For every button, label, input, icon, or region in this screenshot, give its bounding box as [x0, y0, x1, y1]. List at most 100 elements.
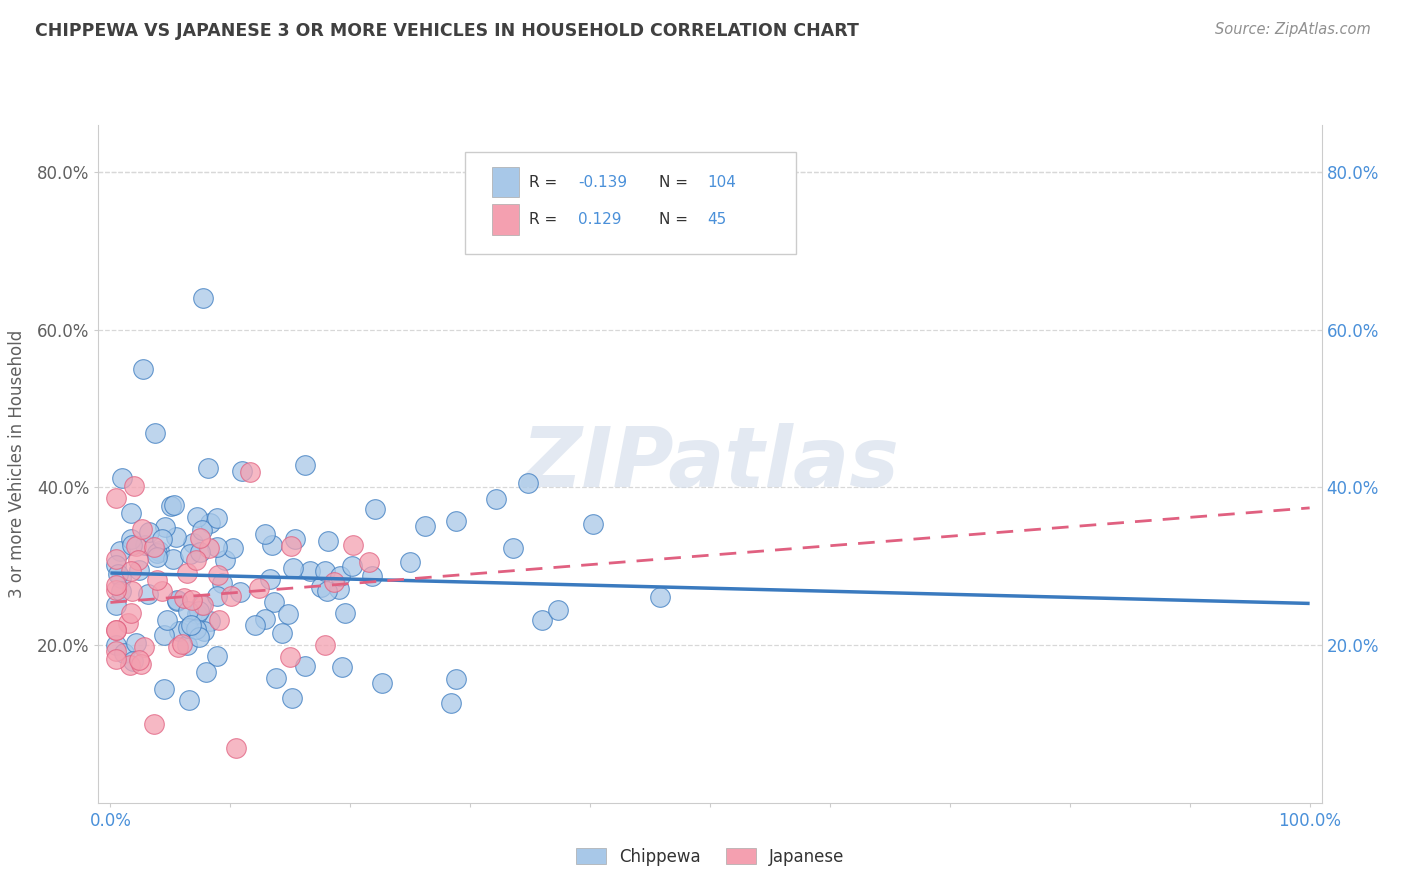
Point [277, 607, 299, 621]
Point [105, 623, 128, 637]
Point [160, 500, 183, 514]
Point [205, 649, 228, 664]
Text: ZIPatlas: ZIPatlas [522, 424, 898, 504]
Point [146, 550, 169, 565]
Point [280, 539, 302, 553]
Point [198, 516, 221, 531]
Point [152, 628, 174, 642]
Point [530, 613, 553, 627]
Point [110, 583, 132, 598]
Point [332, 660, 354, 674]
Point [446, 672, 468, 686]
Point [314, 564, 336, 578]
Point [131, 522, 153, 536]
Point [162, 551, 184, 566]
Point [314, 639, 336, 653]
Point [138, 524, 160, 539]
Point [191, 523, 214, 537]
Point [142, 717, 165, 731]
Point [105, 623, 128, 637]
Point [112, 646, 135, 660]
Point [179, 693, 201, 707]
Point [176, 622, 198, 636]
Text: 0.129: 0.129 [578, 212, 621, 227]
Point [146, 546, 169, 560]
Point [342, 538, 364, 552]
Point [340, 559, 363, 574]
Point [283, 561, 305, 575]
Point [105, 552, 128, 566]
Point [187, 603, 209, 617]
Text: 104: 104 [707, 175, 737, 190]
Point [176, 604, 198, 618]
Point [228, 584, 250, 599]
Point [170, 637, 193, 651]
Point [105, 644, 128, 658]
Point [117, 616, 139, 631]
Point [105, 491, 128, 505]
Text: Source: ZipAtlas.com: Source: ZipAtlas.com [1215, 22, 1371, 37]
Point [165, 530, 187, 544]
Point [145, 426, 167, 441]
Point [281, 691, 304, 706]
Point [193, 624, 215, 639]
Point [188, 545, 211, 559]
Point [205, 540, 228, 554]
Legend: Chippewa, Japanese: Chippewa, Japanese [569, 841, 851, 872]
Point [294, 659, 316, 673]
Point [188, 531, 211, 545]
Point [359, 555, 381, 569]
Point [371, 676, 394, 690]
Point [484, 492, 506, 507]
Point [127, 552, 149, 566]
Point [294, 458, 316, 472]
Point [120, 607, 142, 621]
Point [364, 501, 387, 516]
Point [254, 527, 277, 541]
Point [146, 573, 169, 587]
Point [176, 638, 198, 652]
Point [176, 566, 198, 581]
Point [110, 571, 132, 585]
Point [163, 498, 186, 512]
Point [105, 582, 128, 597]
Text: 45: 45 [707, 212, 727, 227]
Point [186, 509, 208, 524]
Point [197, 460, 219, 475]
Text: N =: N = [658, 212, 688, 227]
Point [107, 566, 129, 581]
Point [150, 533, 173, 547]
Point [207, 567, 229, 582]
Point [239, 465, 262, 479]
Point [316, 584, 339, 599]
Point [329, 569, 352, 583]
Point [128, 652, 150, 666]
Point [120, 564, 142, 578]
Point [333, 606, 356, 620]
FancyBboxPatch shape [465, 152, 796, 253]
Point [253, 612, 276, 626]
Point [444, 514, 467, 528]
Point [181, 593, 204, 607]
Point [193, 291, 215, 305]
Point [110, 544, 132, 558]
Point [122, 655, 145, 669]
Point [502, 541, 524, 556]
Point [648, 590, 671, 604]
Point [207, 613, 229, 627]
Point [270, 626, 292, 640]
Point [180, 617, 202, 632]
Point [105, 598, 128, 612]
Bar [492, 204, 519, 235]
Point [105, 578, 128, 592]
Point [179, 547, 201, 561]
Point [328, 582, 350, 596]
Point [153, 520, 176, 534]
Point [214, 553, 236, 567]
Point [183, 536, 205, 550]
Point [211, 576, 233, 591]
Point [222, 541, 245, 556]
Point [190, 598, 212, 612]
Text: N =: N = [658, 175, 688, 190]
Point [188, 630, 211, 644]
